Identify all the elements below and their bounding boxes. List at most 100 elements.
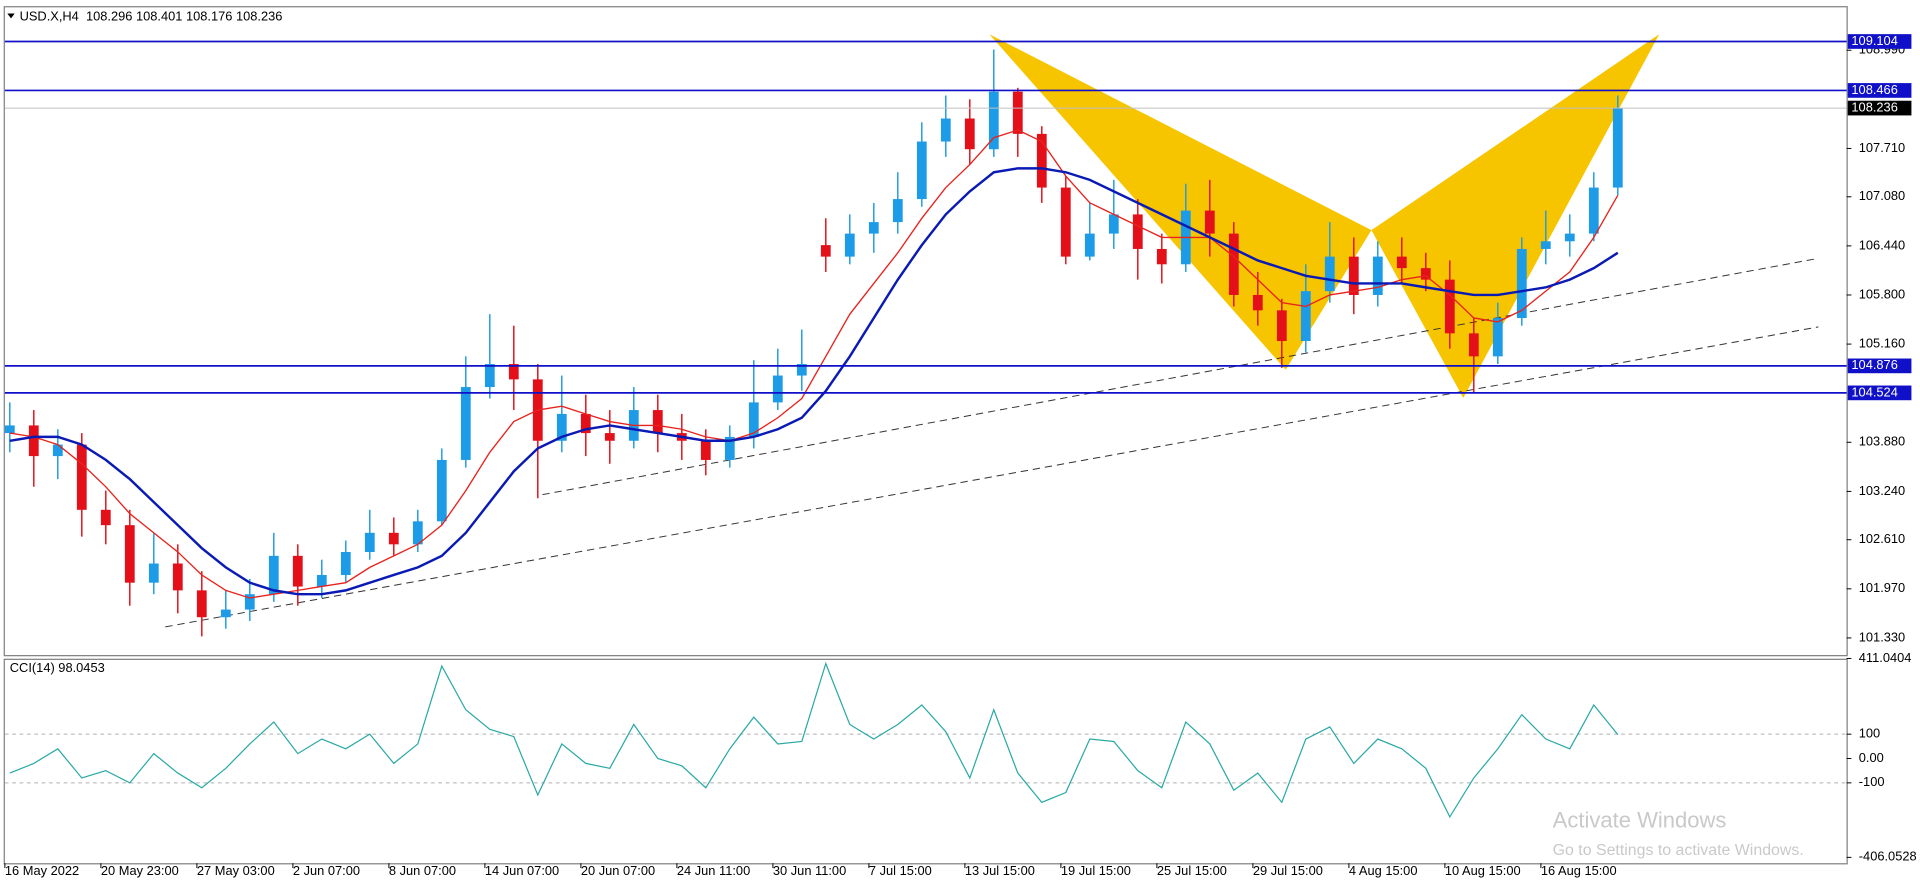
candle-body <box>1300 291 1311 342</box>
watermark-subtitle: Go to Settings to activate Windows. <box>1553 842 1804 859</box>
candle-body <box>604 433 615 441</box>
candle-body <box>1540 241 1551 249</box>
level-tag <box>1847 385 1912 401</box>
x-tick-label: 24 Jun 11:00 <box>677 863 750 878</box>
candle-body <box>1084 233 1095 257</box>
last-price-tag <box>1847 100 1912 116</box>
menu-arrow[interactable] <box>7 13 15 19</box>
x-tick-label: 14 Jun 07:00 <box>485 863 559 878</box>
candle-body <box>1516 248 1527 318</box>
candle-body <box>340 552 351 576</box>
cci-panel-frame <box>3 658 1848 865</box>
candle-body <box>436 459 447 522</box>
candle-body <box>1204 210 1215 234</box>
candle-body <box>52 444 63 457</box>
y-tick-label: 101.330 <box>1859 629 1905 644</box>
candle-body <box>1324 256 1335 292</box>
candle-body <box>1276 310 1287 342</box>
pattern-wing <box>989 34 1372 370</box>
candle-body <box>292 555 303 587</box>
y-tick-label: 105.160 <box>1859 335 1905 350</box>
last-price-label: 108.236 <box>1851 99 1897 114</box>
candle-body <box>484 364 495 388</box>
y-tick-label: 105.800 <box>1859 286 1905 301</box>
x-tick-label: 10 Aug 15:00 <box>1445 863 1521 878</box>
level-label: 104.876 <box>1851 357 1897 372</box>
pattern-wing <box>1371 34 1660 398</box>
candle-body <box>1012 91 1023 134</box>
symbol-info: USD.X,H4 108.296 108.401 108.176 108.236 <box>20 9 283 24</box>
candle-body <box>724 436 735 460</box>
candle-body <box>124 525 135 583</box>
candle-body <box>76 444 87 510</box>
x-tick-label: 8 Jun 07:00 <box>389 863 456 878</box>
y-tick-label: -406.0528 <box>1859 849 1917 864</box>
x-tick-label: 7 Jul 15:00 <box>869 863 932 878</box>
y-tick-label: 107.710 <box>1859 140 1905 155</box>
main-panel-frame <box>3 6 1848 657</box>
trend-line <box>542 257 1819 496</box>
candle-body <box>196 590 207 618</box>
candle-body <box>1156 248 1167 265</box>
candle-body <box>1372 256 1383 295</box>
candle-body <box>1228 233 1239 295</box>
candle-body <box>940 118 951 142</box>
cci-line <box>9 661 1619 819</box>
y-tick-label: 106.440 <box>1859 237 1905 252</box>
candle-body <box>28 425 39 457</box>
candle-body <box>1564 233 1575 242</box>
y-tick-label: 100 <box>1859 726 1880 741</box>
candle-body <box>652 410 663 434</box>
y-tick-label: 107.080 <box>1859 188 1905 203</box>
candle-body <box>868 222 879 234</box>
x-tick-label: 16 May 2022 <box>5 863 79 878</box>
level-label: 104.524 <box>1851 384 1897 399</box>
candle-body <box>1132 214 1143 249</box>
x-tick-label: 20 May 23:00 <box>101 863 179 878</box>
candle-body <box>1348 256 1359 295</box>
candle-body <box>964 118 975 150</box>
level-tag <box>1847 34 1912 49</box>
candle-body <box>556 413 567 441</box>
x-tick-label: 20 Jun 07:00 <box>581 863 655 878</box>
level-tag <box>1847 83 1912 98</box>
candle-body <box>892 199 903 223</box>
moving-average <box>9 167 1619 596</box>
candle-body <box>796 364 807 376</box>
level-label: 108.466 <box>1851 82 1897 97</box>
level-tag <box>1847 358 1912 374</box>
cci-title: CCI(14) 98.0453 <box>10 660 105 675</box>
x-tick-label: 2 Jun 07:00 <box>293 863 360 878</box>
moving-average <box>9 129 1619 599</box>
y-tick-label: -100 <box>1859 774 1885 789</box>
candle-body <box>4 425 15 434</box>
candle-body <box>772 375 783 403</box>
candle-body <box>1252 294 1263 311</box>
candle-body <box>316 575 327 587</box>
candle-body <box>388 532 399 545</box>
x-tick-label: 13 Jul 15:00 <box>965 863 1035 878</box>
candle-body <box>844 233 855 257</box>
candle-body <box>244 594 255 610</box>
candle-body <box>460 387 471 460</box>
y-tick-label: 101.970 <box>1859 580 1905 595</box>
y-tick-label: 103.240 <box>1859 483 1905 498</box>
candle-body <box>916 141 927 200</box>
candle-body <box>268 555 279 595</box>
x-tick-label: 19 Jul 15:00 <box>1061 863 1131 878</box>
candle-body <box>220 609 231 618</box>
candle-body <box>1588 187 1599 234</box>
candle-body <box>1036 133 1047 188</box>
y-tick-label: 411.0404 <box>1859 650 1912 665</box>
candle-body <box>1444 279 1455 334</box>
candle-body <box>1468 333 1479 357</box>
candle-body <box>148 563 159 583</box>
y-tick-label: 0.00 <box>1859 750 1884 765</box>
candle-body <box>820 245 831 257</box>
x-tick-label: 4 Aug 15:00 <box>1349 863 1418 878</box>
candle-body <box>172 563 183 591</box>
level-label: 109.104 <box>1851 33 1897 48</box>
watermark-title: Activate Windows <box>1553 807 1727 832</box>
